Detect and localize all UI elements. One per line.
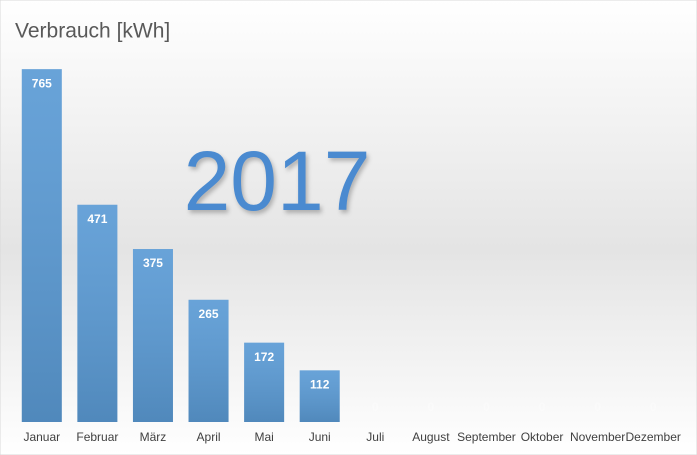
x-tick-label: April xyxy=(197,430,221,444)
bar-shade xyxy=(244,342,285,422)
bar-shade xyxy=(77,204,118,422)
x-tick-label: Juli xyxy=(366,430,384,444)
x-tick-label: Januar xyxy=(23,430,60,444)
value-label: 112 xyxy=(310,378,330,392)
x-tick-label: März xyxy=(140,430,167,444)
value-label: 265 xyxy=(199,307,219,321)
bar-shade xyxy=(132,249,173,422)
value-label: 471 xyxy=(87,212,107,226)
x-tick-label: Februar xyxy=(76,430,118,444)
value-label: 172 xyxy=(254,350,274,364)
value-label: 0 xyxy=(539,400,546,414)
bar-shade xyxy=(299,370,340,422)
x-tick-label: November xyxy=(570,430,625,444)
value-label: 0 xyxy=(483,400,490,414)
annotation: 2017 xyxy=(184,134,371,228)
x-tick-label: Mai xyxy=(254,430,273,444)
chart-title: Verbrauch [kWh] xyxy=(15,20,170,43)
x-tick-label: Dezember xyxy=(626,430,681,444)
bar-shade xyxy=(21,69,62,423)
x-tick-label: Oktober xyxy=(521,430,564,444)
value-label: 0 xyxy=(372,400,379,414)
value-label: 0 xyxy=(428,400,435,414)
x-tick-label: August xyxy=(412,430,450,444)
value-label: 375 xyxy=(143,256,163,270)
value-label: 765 xyxy=(32,76,52,90)
bar-shade xyxy=(188,299,229,422)
value-label: 0 xyxy=(594,400,601,414)
value-label: 0 xyxy=(650,400,657,414)
x-tick-label: September xyxy=(457,430,516,444)
plot-area: Januar 765 Februar 471 März 375 April 265 Mai 172… xyxy=(21,69,681,444)
x-tick-label: Juni xyxy=(309,430,331,444)
